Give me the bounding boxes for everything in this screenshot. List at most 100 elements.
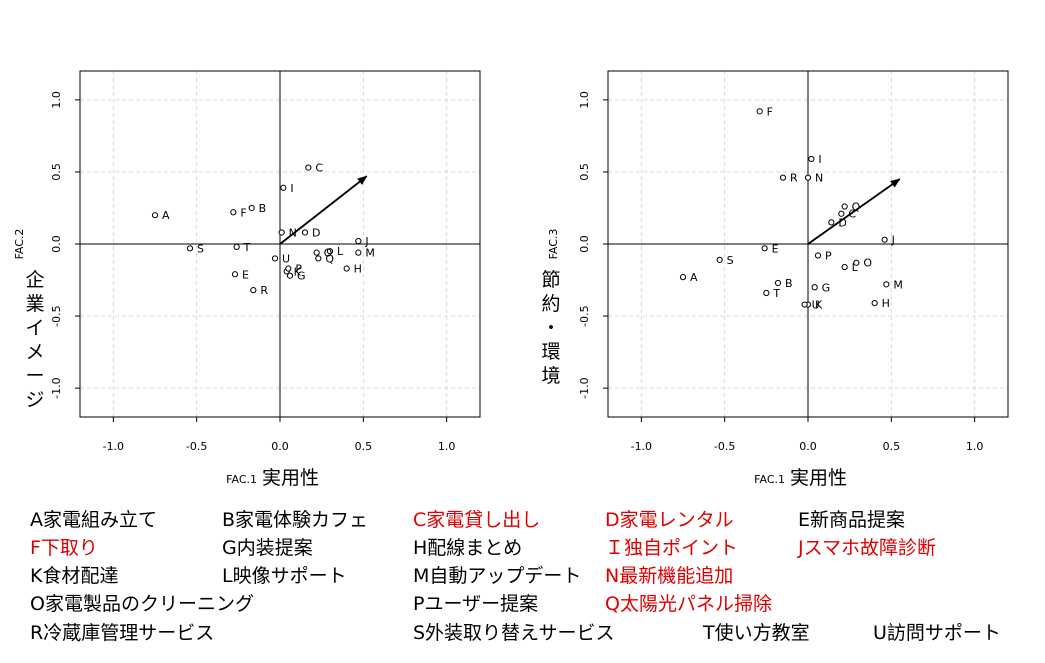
y-axis-label: 企業イメージ	[25, 269, 44, 411]
legend-item: A家電組み立て	[30, 509, 157, 531]
data-point-label: D	[838, 216, 846, 229]
data-point	[881, 236, 888, 243]
data-point-label: P	[825, 250, 832, 263]
data-point	[233, 243, 240, 250]
legend-item: C家電貸し出し	[413, 509, 541, 531]
data-point-label: K	[294, 265, 302, 278]
data-point-label: S	[727, 254, 734, 267]
y-tick-label: -1.0	[50, 377, 63, 398]
data-point	[186, 245, 194, 252]
data-point	[774, 279, 782, 287]
scatter-plots: -1.0 -0.5 0.0 0.5 1.0 -1.0 -0.5 0.0 0.5 1.0 FAC.1 実…	[13, 70, 1009, 489]
data-point	[248, 204, 255, 212]
data-point-label: E	[242, 268, 249, 281]
direction-arrow	[807, 178, 901, 245]
data-point	[871, 300, 878, 307]
data-point-label: F	[767, 105, 773, 118]
x-axis-label: 実用性	[790, 467, 847, 489]
data-point-label: R	[790, 172, 798, 185]
legend-item: H配線まとめ	[413, 537, 523, 559]
data-point	[315, 255, 322, 262]
x-tick-label: 0.0	[799, 440, 817, 453]
x-tick-label: 0.5	[355, 440, 373, 453]
data-point-label: L	[852, 261, 859, 274]
data-point	[853, 259, 860, 266]
data-point	[231, 271, 239, 278]
legend-item: O家電製品のクリーニング	[30, 593, 254, 615]
legend-item: B家電体験カフェ	[222, 509, 369, 531]
y-tick-label: 1.0	[50, 91, 63, 109]
y-axis-code-label: FAC.3	[547, 229, 560, 260]
data-point	[838, 210, 845, 217]
legend-item: S外装取り替えサービス	[413, 622, 615, 644]
data-point	[271, 255, 279, 262]
data-point-label: I	[818, 153, 821, 166]
legend-item: N最新機能追加	[605, 565, 734, 587]
data-point	[808, 155, 815, 163]
data-point-label: B	[259, 202, 267, 215]
x-tick-label: -0.5	[186, 440, 207, 453]
data-point	[756, 108, 763, 115]
data-point-label: N	[289, 226, 297, 239]
data-point	[763, 289, 770, 297]
data-point	[355, 249, 362, 256]
data-point-label: O	[324, 247, 333, 260]
legend-item: K食材配達	[30, 565, 119, 587]
data-point	[250, 287, 257, 294]
data-point-label: P	[295, 263, 302, 276]
legend-item: Jスマホ故障診断	[798, 537, 937, 559]
data-point	[841, 263, 848, 271]
data-point	[343, 265, 350, 272]
x-tick-label: 1.0	[438, 440, 456, 453]
y-tick-label: 0.5	[50, 163, 63, 181]
x-tick-label: 1.0	[966, 440, 984, 453]
y-tick-label: 0.5	[578, 163, 591, 181]
legend: A家電組み立て B家電体験カフェ C家電貸し出し D家電レンタル E新商品提案 …	[0, 503, 1045, 661]
data-point	[278, 229, 285, 236]
data-point-label: U	[282, 252, 290, 265]
legend-item: E新商品提案	[798, 509, 906, 531]
legend-item: L映像サポート	[222, 565, 347, 587]
data-point	[779, 174, 787, 181]
data-point	[814, 252, 822, 259]
plot-panel-fac1-fac3: -1.0 -0.5 0.0 0.5 1.0 -1.0 -0.5 0.0 0.5 1.0 FAC.1 実…	[541, 70, 1009, 489]
data-point	[355, 238, 362, 245]
y-tick-label: 0.0	[578, 235, 591, 253]
data-point-label: U	[812, 299, 820, 312]
data-point-label: N	[815, 172, 823, 185]
data-point-label: H	[882, 297, 890, 310]
data-point-label: T	[772, 287, 780, 300]
data-point-label: B	[785, 277, 793, 290]
data-point-label: O	[863, 257, 872, 270]
x-axis-code-label: FAC.1	[754, 473, 785, 486]
data-point-label: Q	[325, 252, 334, 265]
data-point-label: L	[337, 245, 344, 258]
data-point	[326, 248, 334, 255]
data-point	[301, 229, 309, 236]
data-point-label: I	[290, 182, 293, 195]
data-point-label: G	[297, 270, 306, 283]
direction-arrow	[279, 175, 368, 245]
data-point-label: J	[364, 235, 368, 248]
data-point	[286, 272, 294, 279]
x-tick-label: -1.0	[631, 440, 652, 453]
legend-item: T使い方教室	[703, 622, 810, 644]
data-point-label: C	[848, 208, 856, 221]
x-tick-label: -0.5	[714, 440, 735, 453]
y-axis-label: 節約・環境	[541, 269, 560, 387]
data-point-label: E	[772, 242, 779, 255]
legend-item: F下取り	[30, 537, 98, 559]
data-point	[841, 203, 848, 210]
legend-item: R冷蔵庫管理サービス	[30, 622, 215, 644]
data-point-label: H	[354, 263, 362, 276]
data-point	[285, 265, 292, 272]
data-point-label: A	[162, 209, 170, 222]
data-point-label: S	[197, 242, 204, 255]
data-point-label: K	[815, 299, 823, 312]
data-point-label: G	[822, 281, 831, 294]
x-tick-label: 0.0	[271, 440, 289, 453]
data-point-label: R	[260, 284, 268, 297]
data-point-label: F	[240, 206, 246, 219]
legend-item: M自動アップデート	[413, 565, 582, 587]
y-tick-label: 1.0	[578, 91, 591, 109]
